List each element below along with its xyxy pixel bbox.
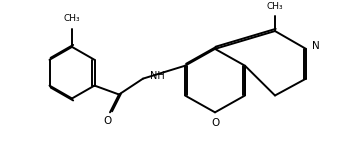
Text: N: N (312, 41, 320, 51)
Text: O: O (211, 118, 219, 128)
Text: CH₃: CH₃ (267, 2, 283, 11)
Text: CH₃: CH₃ (64, 14, 80, 23)
Text: NH: NH (150, 71, 165, 81)
Text: O: O (103, 116, 111, 126)
